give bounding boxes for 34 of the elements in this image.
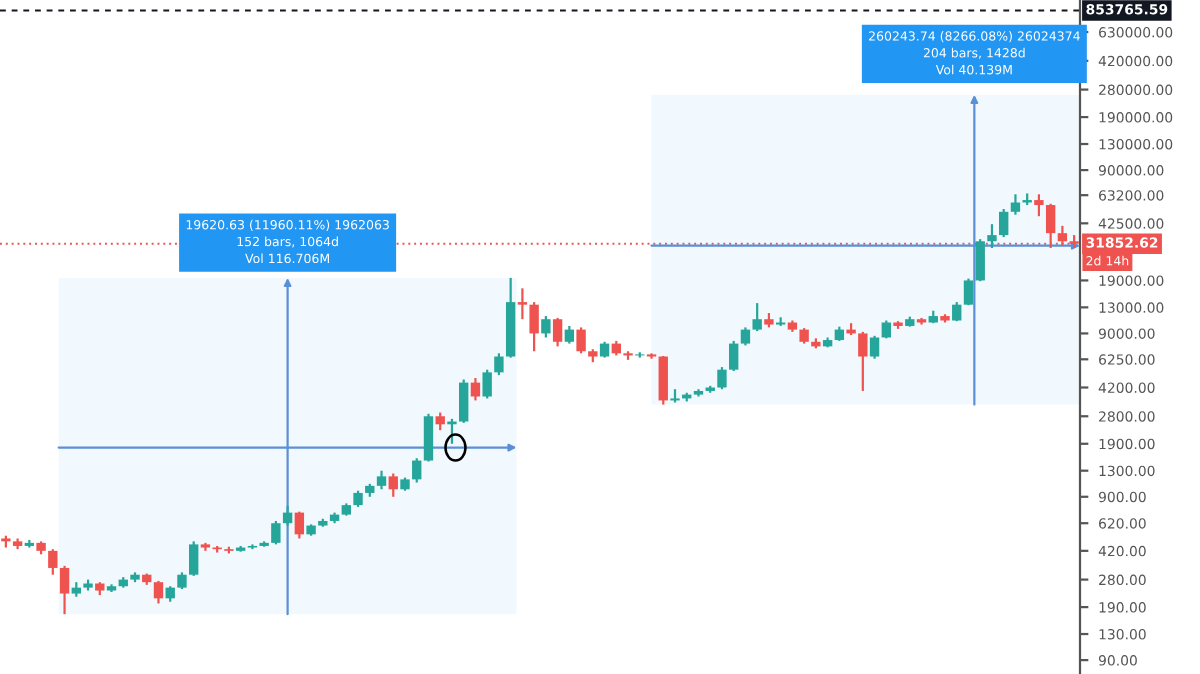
candlestick <box>552 316 563 348</box>
candlestick <box>459 378 469 425</box>
candlestick <box>376 469 387 491</box>
candlestick <box>494 352 504 377</box>
candlestick <box>517 287 528 321</box>
candlestick <box>752 302 762 333</box>
candlestick <box>470 376 481 402</box>
candlestick <box>482 368 492 400</box>
candlestick <box>729 339 739 373</box>
candlestick <box>271 519 281 546</box>
candlestick <box>1034 193 1044 218</box>
candlestick <box>423 412 434 463</box>
candlestick <box>869 334 880 360</box>
candlestick <box>388 472 398 498</box>
candlestick <box>975 238 985 283</box>
candlestick <box>294 510 305 540</box>
candlestick <box>999 207 1009 239</box>
candlestick <box>1010 193 1021 216</box>
candlestick <box>282 504 293 527</box>
candlestick <box>576 326 586 355</box>
candlestick <box>412 457 422 484</box>
candlestick <box>717 365 727 391</box>
candlestick <box>987 223 997 250</box>
candlestick <box>658 354 668 406</box>
candlestick <box>858 330 868 393</box>
candlestick <box>189 540 199 578</box>
candlestick <box>529 300 539 353</box>
candlestick <box>963 277 974 307</box>
candlestick <box>1045 202 1056 250</box>
candlestick <box>59 564 70 616</box>
candlestick <box>153 579 164 605</box>
candlestick <box>48 548 58 576</box>
candlestick <box>541 314 551 339</box>
candlestick <box>740 326 751 347</box>
